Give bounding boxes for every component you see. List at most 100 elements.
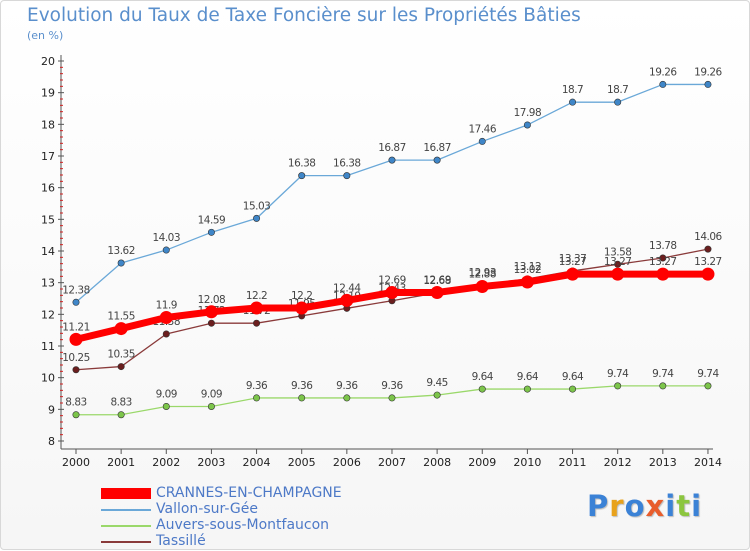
data-label: 12.69 <box>378 274 406 286</box>
x-tick-label: 2011 <box>559 456 587 469</box>
data-label: 19.26 <box>694 66 722 78</box>
data-label: 9.64 <box>472 371 494 383</box>
data-label: 9.36 <box>291 380 313 392</box>
data-label: 13.27 <box>694 256 722 268</box>
legend-swatch <box>101 541 151 543</box>
data-label: 13.12 <box>514 261 542 273</box>
data-label: 12.38 <box>62 284 90 296</box>
data-point <box>433 156 441 164</box>
data-point <box>253 319 261 327</box>
x-tick-label: 2000 <box>62 456 90 469</box>
data-point <box>523 121 531 129</box>
legend-label: Tassillé <box>156 533 206 549</box>
y-tick-label: 8 <box>48 435 55 448</box>
data-label: 11.21 <box>62 321 90 333</box>
data-label: 13.02 <box>514 264 542 276</box>
data-label: 9.36 <box>336 380 358 392</box>
data-label: 19.26 <box>649 66 677 78</box>
data-label: 12.68 <box>423 275 451 287</box>
data-point <box>388 394 396 402</box>
data-point <box>162 330 170 338</box>
data-label: 10.25 <box>62 352 90 364</box>
data-label: 17.98 <box>514 107 542 119</box>
y-tick-label: 10 <box>41 372 55 385</box>
y-tick-label: 11 <box>41 340 55 353</box>
data-point <box>159 311 173 324</box>
y-tick-label: 18 <box>41 118 55 131</box>
x-tick-label: 2014 <box>694 456 722 469</box>
x-tick-label: 2006 <box>333 456 361 469</box>
data-label: 12.2 <box>291 290 312 302</box>
data-label: 8.83 <box>65 397 86 409</box>
data-point <box>207 402 215 410</box>
data-label: 14.03 <box>152 232 180 244</box>
legend-swatch <box>101 509 151 511</box>
x-tick-label: 2004 <box>243 456 271 469</box>
data-point <box>385 285 399 299</box>
data-label: 9.64 <box>562 371 584 383</box>
proxiti-logo: Proxiti <box>587 489 702 523</box>
data-point <box>162 246 170 254</box>
data-point <box>430 285 444 299</box>
data-point <box>343 394 351 402</box>
data-point <box>114 322 128 336</box>
data-label: 9.74 <box>607 368 629 380</box>
data-point <box>69 332 83 346</box>
y-tick-label: 19 <box>41 87 55 100</box>
y-tick-label: 20 <box>41 55 55 68</box>
data-point <box>523 385 531 393</box>
data-point <box>298 394 306 402</box>
data-point <box>704 80 712 88</box>
data-point <box>117 363 125 371</box>
data-label: 18.7 <box>562 84 583 96</box>
x-tick-label: 2002 <box>152 456 180 469</box>
data-point <box>72 298 80 306</box>
data-label: 9.74 <box>652 368 674 380</box>
data-point <box>207 319 215 327</box>
legend-swatch <box>101 488 151 499</box>
data-label: 9.45 <box>426 377 447 389</box>
logo-letter: x <box>645 489 666 523</box>
x-tick-label: 2012 <box>604 456 632 469</box>
data-label: 12.69 <box>423 274 451 286</box>
chart-title: Evolution du Taux de Taxe Foncière sur l… <box>27 5 581 26</box>
data-label: 13.37 <box>559 253 587 265</box>
data-label: 12.08 <box>198 294 226 306</box>
data-label: 9.36 <box>381 380 403 392</box>
data-point <box>614 382 622 390</box>
data-label: 9.09 <box>201 388 222 400</box>
legend-label: CRANNES-EN-CHAMPAGNE <box>156 485 342 501</box>
x-tick-label: 2005 <box>288 456 316 469</box>
data-point <box>478 137 486 145</box>
data-point <box>659 254 667 262</box>
logo-letter: i <box>691 489 703 523</box>
data-point <box>566 267 580 281</box>
data-label: 16.38 <box>288 158 316 170</box>
x-tick-label: 2003 <box>197 456 225 469</box>
data-point <box>253 394 261 402</box>
data-point <box>204 305 218 319</box>
data-point <box>388 156 396 164</box>
data-label: 9.74 <box>697 368 719 380</box>
data-label: 9.36 <box>246 380 268 392</box>
data-point <box>250 301 264 315</box>
data-point <box>117 411 125 419</box>
data-point <box>704 245 712 253</box>
logo-letter: o <box>624 489 646 523</box>
data-point <box>72 411 80 419</box>
data-label: 11.55 <box>107 311 135 323</box>
data-label: 13.58 <box>604 246 632 258</box>
data-label: 11.9 <box>156 300 177 312</box>
x-tick-label: 2009 <box>468 456 496 469</box>
data-label: 12.88 <box>468 268 496 280</box>
data-label: 12.44 <box>333 282 361 294</box>
x-tick-label: 2007 <box>378 456 406 469</box>
y-tick-label: 16 <box>41 182 55 195</box>
data-label: 12.2 <box>246 290 267 302</box>
data-point <box>701 267 715 281</box>
data-label: 13.27 <box>649 256 677 268</box>
data-point <box>569 98 577 106</box>
logo-letter: t <box>676 489 692 523</box>
y-tick-label: 17 <box>41 150 55 163</box>
logo-letter: P <box>587 489 610 523</box>
